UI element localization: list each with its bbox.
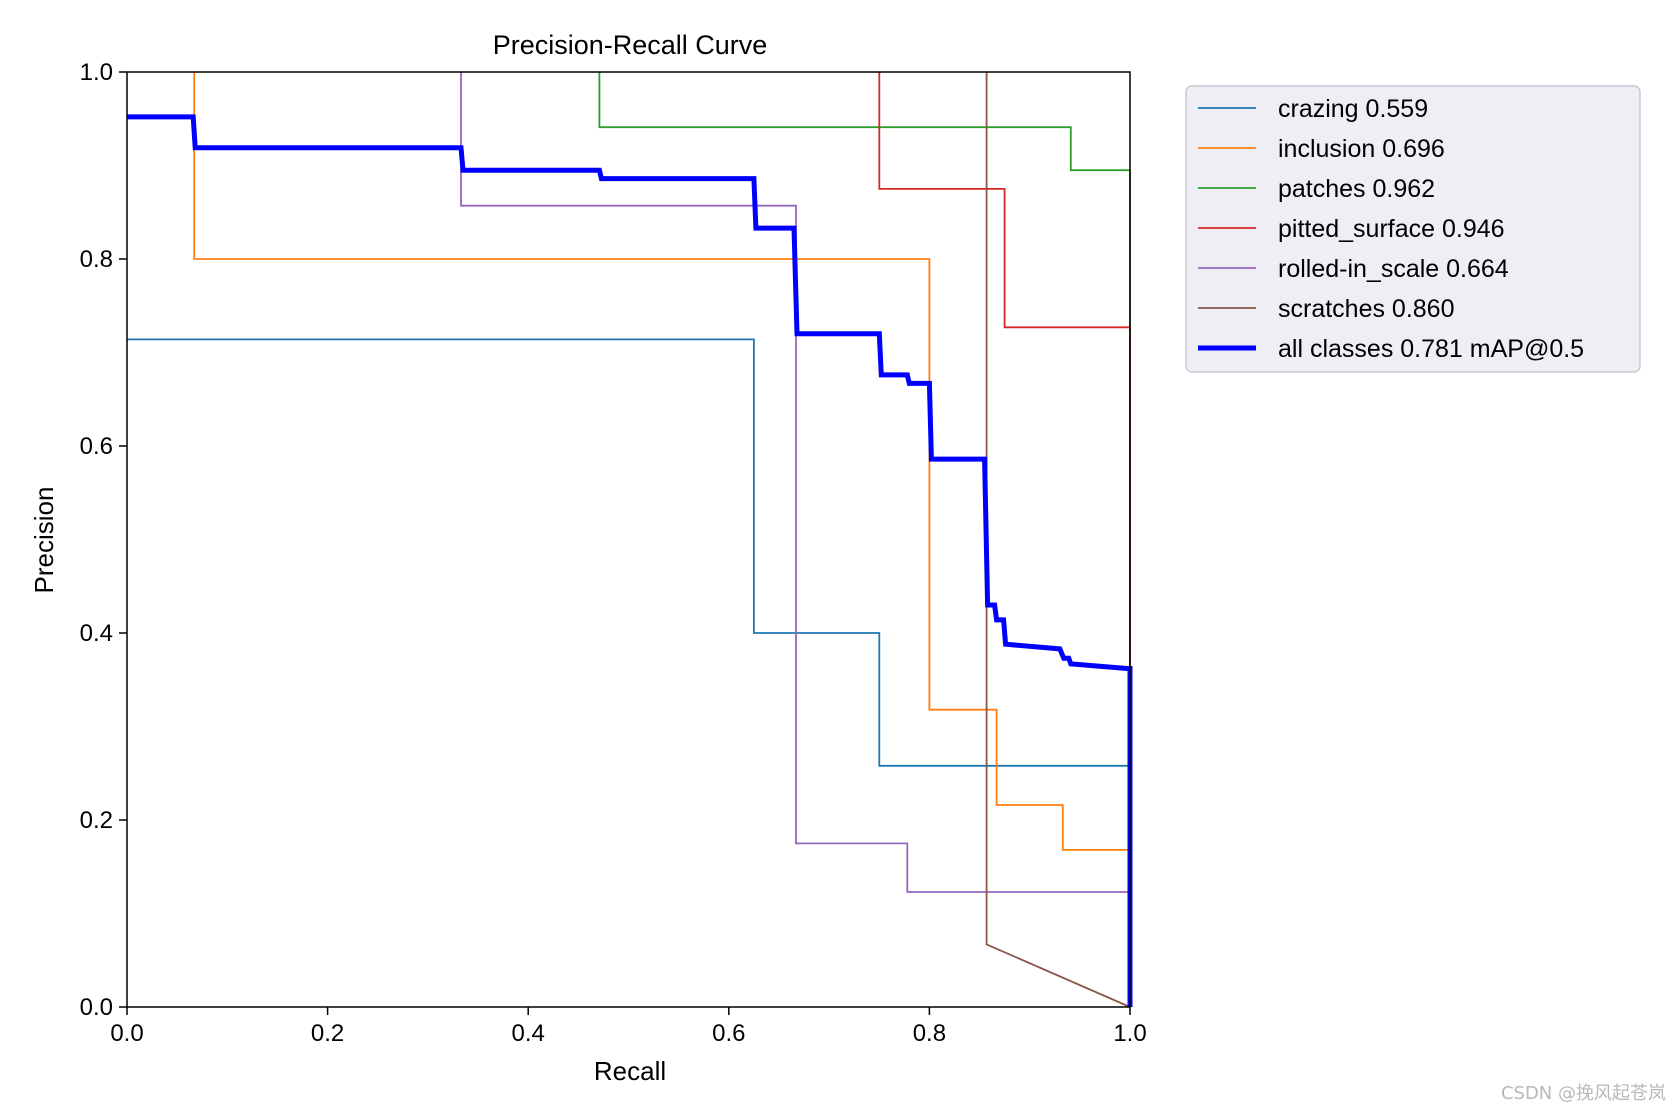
y-axis-label: Precision (29, 487, 59, 594)
series-line-5 (985, 72, 1131, 1008)
legend-box (1185, 85, 1641, 373)
plot-frame (126, 71, 1131, 1008)
series-line-6 (127, 114, 1133, 1007)
series-line-2 (598, 72, 1131, 1007)
series-line-4 (460, 72, 1131, 1007)
x-tick-label: 0.4 (512, 1020, 545, 1047)
legend-label-4: rolled-in_scale 0.664 (1278, 255, 1509, 283)
legend-label-6: all classes 0.781 mAP@0.5 (1278, 335, 1584, 363)
y-tick-label: 0.6 (80, 433, 113, 460)
y-tick-label: 1.0 (80, 59, 113, 86)
series-line-0 (127, 338, 1131, 1007)
y-tick-label: 0.0 (80, 994, 113, 1021)
legend-label-2: patches 0.962 (1278, 175, 1435, 203)
x-tick-label: 0.8 (913, 1020, 946, 1047)
legend-label-1: inclusion 0.696 (1278, 135, 1445, 163)
x-tick-label: 0.6 (712, 1020, 745, 1047)
y-tick-label: 0.2 (80, 807, 113, 834)
legend: crazing 0.559 inclusion 0.696 patches 0.96… (1185, 85, 1641, 373)
y-tick-label: 0.8 (80, 246, 113, 273)
series-line-3 (878, 72, 1131, 1007)
watermark: CSDN @挽风起苍岚 (1500, 1083, 1666, 1104)
x-tick-label: 1.0 (1113, 1020, 1146, 1047)
legend-label-0: crazing 0.559 (1278, 95, 1428, 123)
y-axis: 0.0 0.2 0.4 0.6 0.8 1.0 (80, 59, 127, 1021)
x-tick-label: 0.0 (110, 1020, 143, 1047)
x-tick-label: 0.2 (311, 1020, 344, 1047)
legend-label-3: pitted_surface 0.946 (1278, 215, 1505, 243)
y-tick-label: 0.4 (80, 620, 113, 647)
x-axis: 0.0 0.2 0.4 0.6 0.8 1.0 (110, 1007, 1147, 1047)
chart-title: Precision-Recall Curve (493, 30, 768, 60)
legend-label-5: scratches 0.860 (1278, 295, 1455, 323)
plot-area (127, 72, 1133, 1008)
series-line-1 (193, 72, 1131, 1007)
x-axis-label: Recall (594, 1056, 666, 1086)
